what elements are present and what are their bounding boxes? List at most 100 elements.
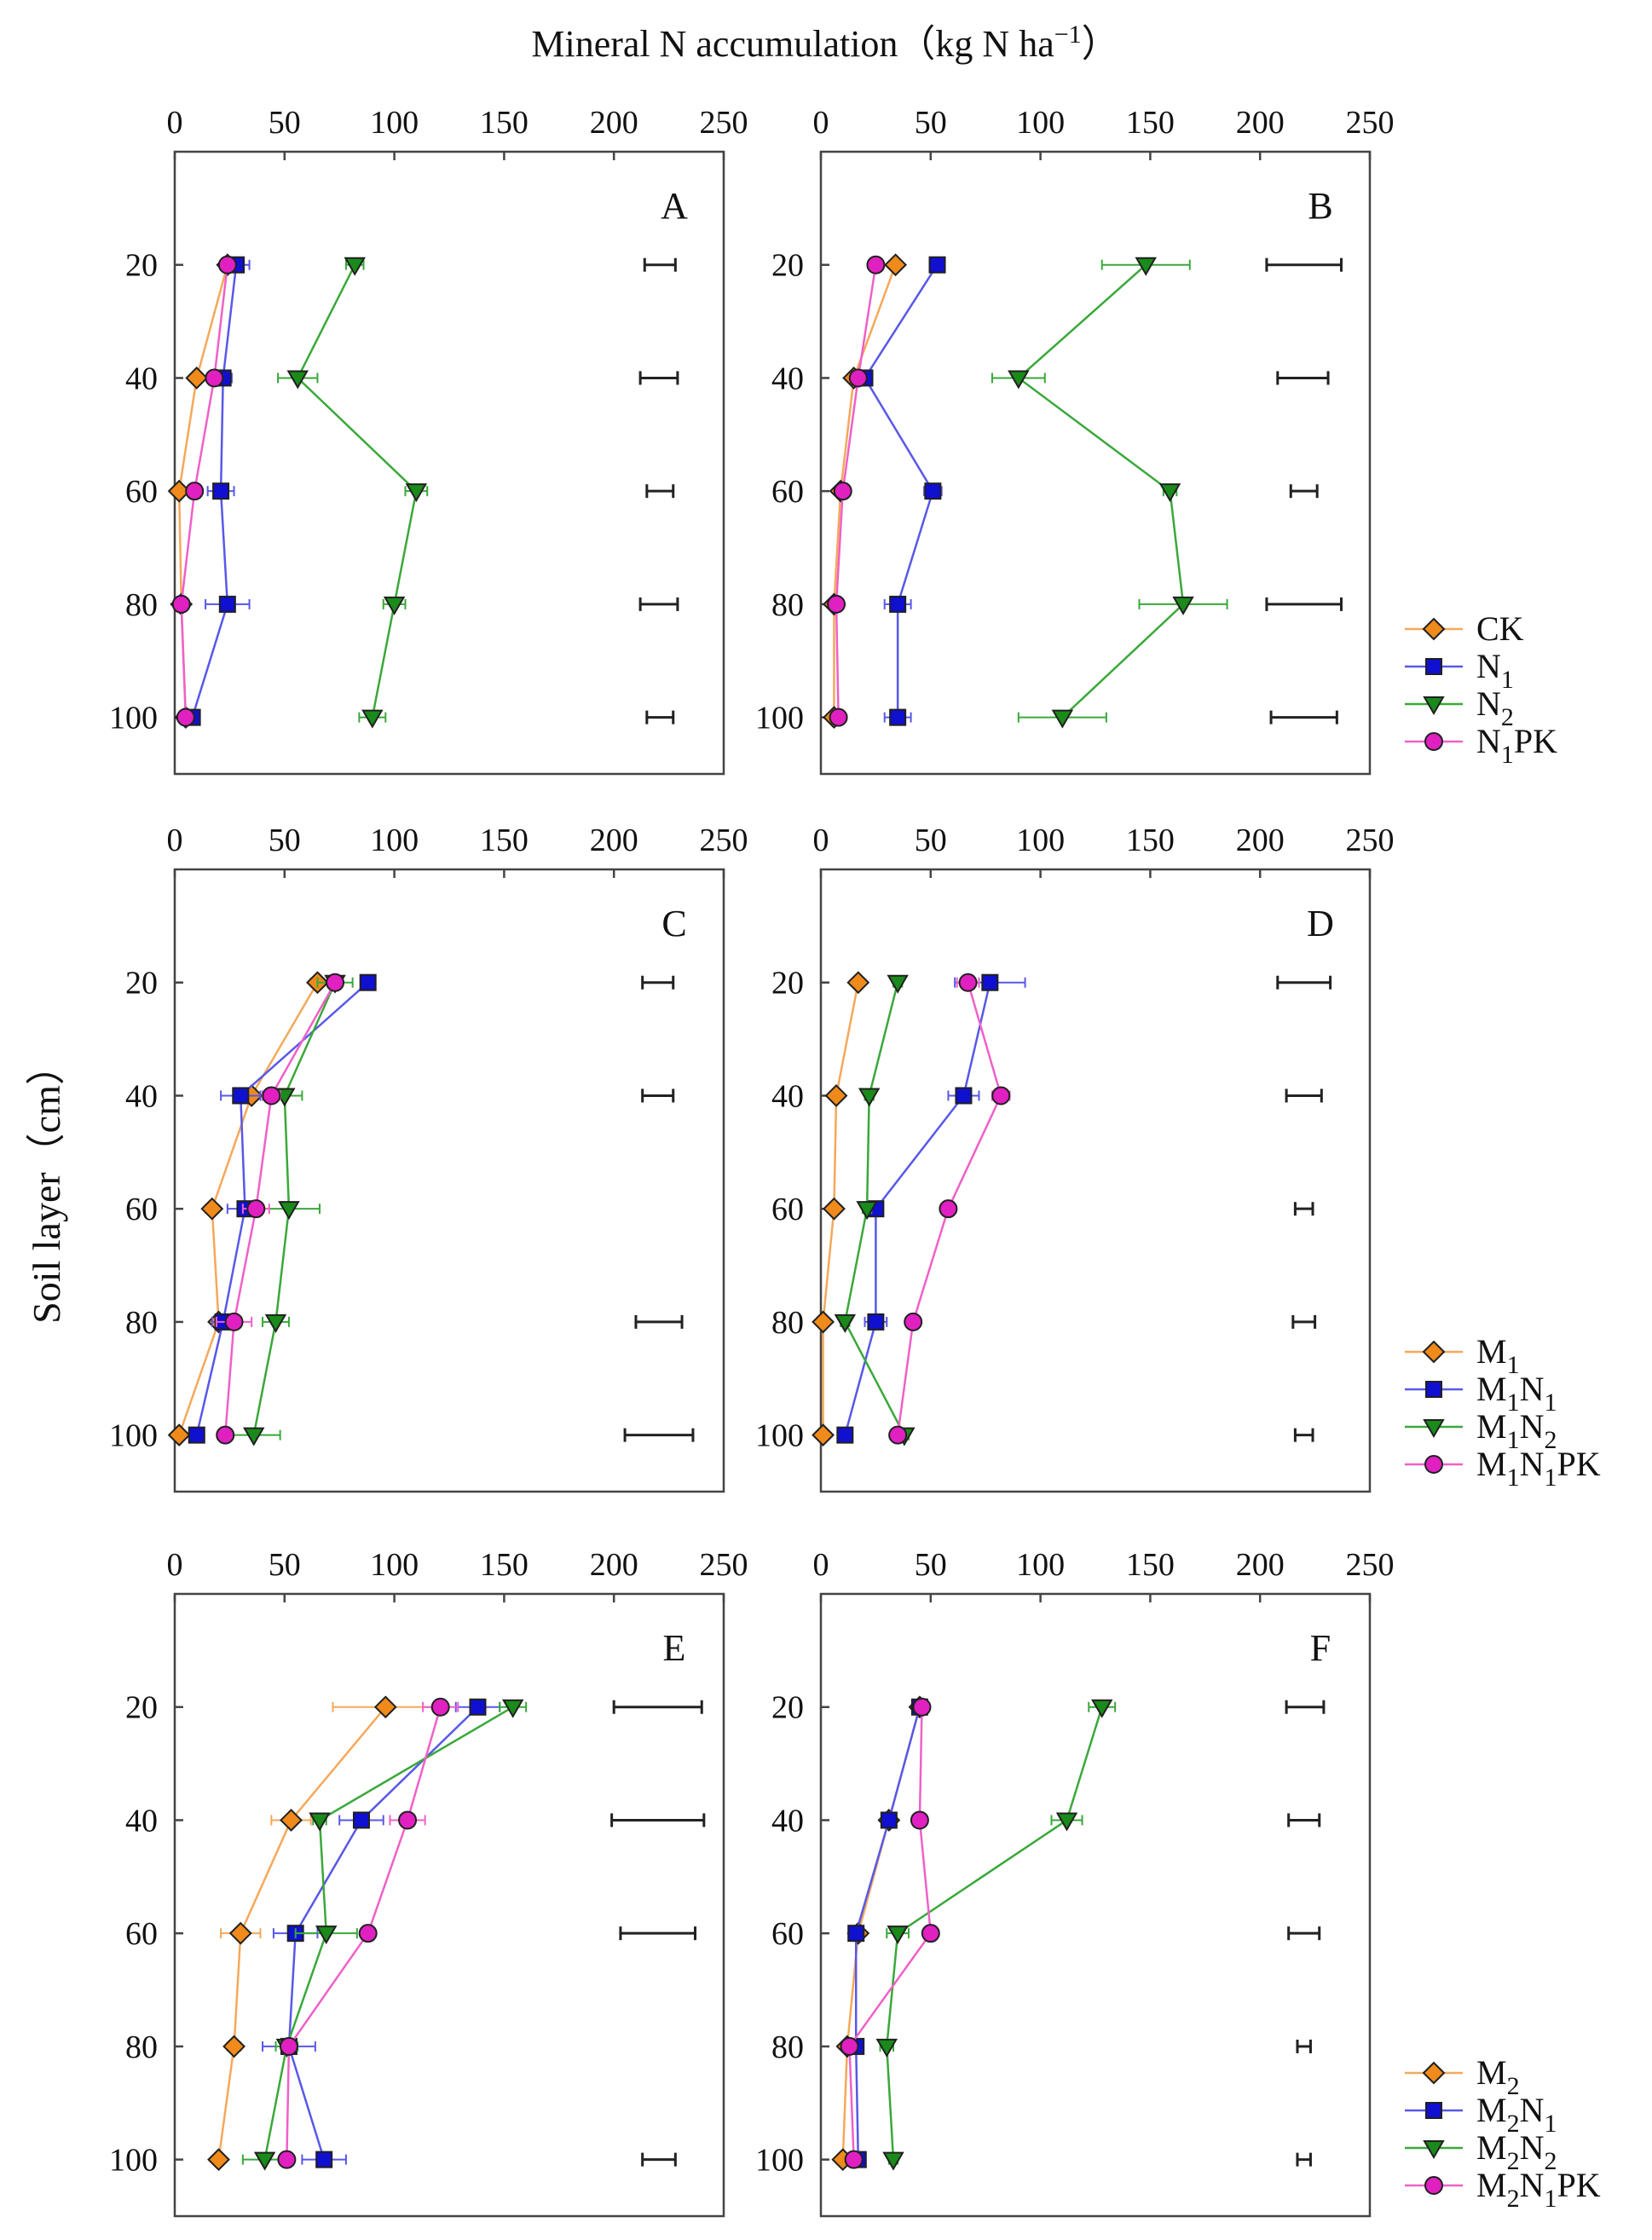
data-point: [286, 370, 309, 390]
lsd-bar: [612, 1700, 703, 1714]
y-tick-label: 80: [125, 1305, 158, 1341]
data-point: [176, 707, 195, 727]
series-M1: [812, 971, 870, 1447]
legend-marker: [1422, 2061, 1446, 2085]
series-N2: [991, 257, 1228, 729]
data-point: [928, 256, 946, 274]
y-tick-label: 60: [125, 474, 158, 510]
legend-label: CK: [1476, 609, 1524, 648]
series-N1PK: [827, 255, 886, 727]
y-tick-label: 100: [109, 701, 158, 736]
panel-label: C: [661, 903, 686, 944]
x-tick-label: 100: [1016, 823, 1065, 858]
legend-entry: CK: [1405, 609, 1524, 648]
x-tick-label: 250: [1346, 105, 1395, 141]
lsd-bar: [1293, 1428, 1314, 1442]
x-tick-label: 200: [1236, 1547, 1285, 1583]
data-point: [812, 1423, 835, 1447]
data-point: [824, 1084, 848, 1107]
x-tick-label: 50: [269, 823, 301, 858]
data-point: [243, 1427, 265, 1446]
data-point: [846, 971, 870, 995]
series-M1N2: [834, 974, 916, 1446]
data-point: [185, 482, 205, 501]
x-tick-label: 50: [915, 1547, 947, 1583]
data-point: [866, 255, 886, 274]
series-M2: [207, 1695, 440, 2172]
data-point: [847, 1925, 865, 1943]
legend-entry: N1PK: [1405, 722, 1557, 769]
data-point: [405, 483, 428, 503]
series-M2N1PK: [840, 1697, 940, 2169]
y-tick-label: 40: [771, 1078, 804, 1114]
x-tick-label: 250: [1346, 1547, 1395, 1583]
legend-marker: [1423, 2140, 1445, 2159]
series-N2: [277, 257, 429, 729]
data-point: [358, 1924, 378, 1943]
x-tick-label: 200: [590, 823, 638, 858]
y-tick-label: 40: [771, 361, 804, 396]
data-point: [264, 1313, 287, 1333]
data-point: [212, 482, 230, 500]
x-tick-label: 150: [1126, 1547, 1175, 1583]
data-point: [887, 974, 909, 994]
data-point: [1090, 1699, 1113, 1718]
lsd-bar: [1276, 371, 1330, 385]
lsd-bar: [641, 2152, 677, 2167]
y-tick-label: 20: [125, 248, 158, 284]
data-point: [889, 708, 907, 726]
lsd-bar: [638, 371, 679, 385]
legend-marker: [1423, 1419, 1445, 1438]
data-point: [955, 1087, 973, 1105]
data-point: [167, 1423, 191, 1447]
x-tick-label: 0: [813, 105, 829, 141]
data-point: [858, 1088, 881, 1107]
legend-marker: [1425, 2102, 1442, 2119]
data-point: [1158, 483, 1181, 503]
legend-label: M2: [1476, 2053, 1520, 2100]
x-tick-label: 250: [700, 1547, 748, 1583]
lsd-bar: [1285, 1088, 1323, 1103]
panel-label: F: [1310, 1627, 1331, 1669]
data-point: [228, 1921, 252, 1945]
data-point: [218, 595, 236, 613]
panel-frame: [173, 150, 725, 776]
data-point: [207, 2148, 230, 2172]
data-point: [217, 255, 237, 274]
x-tick-label: 100: [370, 105, 419, 141]
x-tick-label: 100: [370, 1547, 419, 1583]
data-point: [188, 1426, 205, 1444]
data-point: [939, 1199, 958, 1219]
legend-marker: [1422, 1340, 1446, 1364]
legend-label: M1N1: [1476, 1370, 1557, 1417]
series-M1N1PK: [888, 973, 1011, 1445]
data-point: [991, 1086, 1011, 1106]
data-point: [904, 1312, 923, 1331]
x-tick-label: 200: [1236, 105, 1285, 141]
y-tick-label: 40: [125, 1803, 158, 1839]
data-point: [834, 1313, 857, 1333]
panel-frame: [819, 150, 1372, 776]
data-point: [924, 482, 942, 500]
y-tick-label: 40: [125, 361, 158, 396]
figure-title-main: Mineral N accumulation（kg N ha: [531, 23, 1054, 65]
legend-entry: M2N1PK: [1405, 2166, 1601, 2213]
data-point: [171, 594, 191, 614]
y-tick-label: 80: [771, 1305, 804, 1341]
data-point: [836, 1426, 854, 1444]
lsd-bar: [641, 1088, 675, 1103]
data-point: [205, 368, 224, 388]
lsd-bar: [1291, 1314, 1317, 1329]
panel-A: 0 50 100 150 200 250 20 40 60 80 100 A: [109, 105, 748, 776]
y-tick-label: 80: [771, 2029, 804, 2065]
data-point: [430, 1697, 450, 1717]
y-tick-label: 40: [125, 1078, 158, 1114]
data-point: [882, 2151, 904, 2171]
legend-label: M1: [1476, 1332, 1520, 1379]
y-tick-label: 60: [771, 1916, 804, 1952]
x-tick-label: 50: [915, 105, 947, 141]
lsd-bar: [643, 257, 677, 272]
data-point: [889, 595, 907, 613]
y-tick-label: 60: [125, 1192, 158, 1227]
